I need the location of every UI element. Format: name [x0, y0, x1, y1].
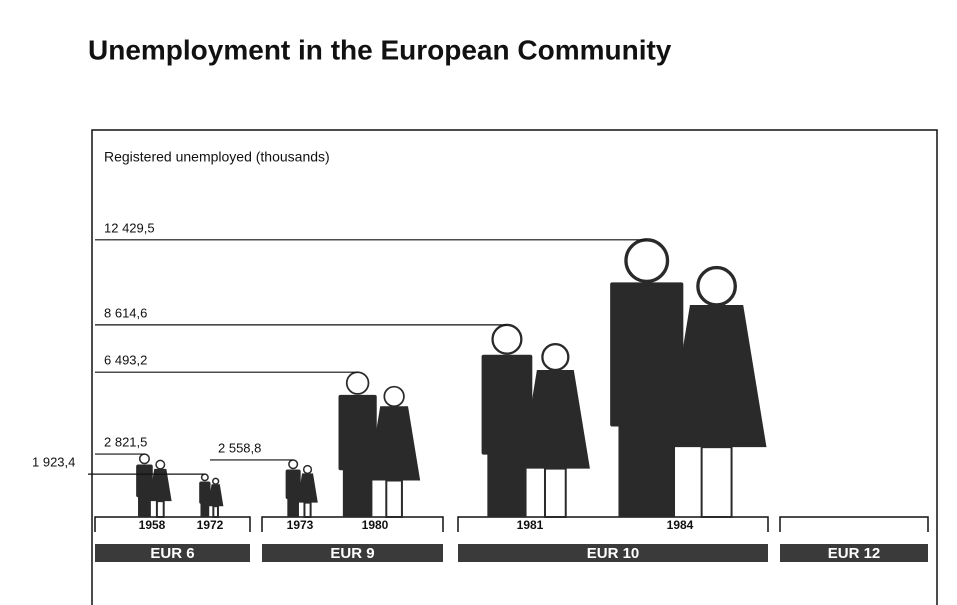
group-label: EUR 12 [828, 545, 881, 562]
figure-pair [136, 454, 171, 517]
group-label: EUR 9 [330, 545, 374, 562]
year-bracket [95, 517, 250, 532]
value-label: 12 429,5 [104, 220, 155, 235]
figure-pair [610, 240, 766, 517]
woman-legs [545, 469, 566, 517]
chart: Unemployment in the European Community R… [0, 0, 957, 605]
man-head [289, 460, 298, 469]
man-head [347, 372, 369, 394]
man-torso [482, 355, 533, 455]
man-head [626, 240, 668, 282]
man-torso [339, 395, 377, 470]
year-label: 1984 [667, 518, 694, 532]
group-label: EUR 10 [587, 545, 640, 562]
figure-pair [286, 460, 318, 517]
man-head [140, 454, 149, 463]
value-label: 1 923,4 [32, 455, 75, 470]
value-label: 2 821,5 [104, 435, 147, 450]
woman-legs [213, 506, 218, 517]
figure-pair [482, 325, 590, 517]
year-label: 1981 [517, 518, 544, 532]
group-label: EUR 6 [150, 545, 194, 562]
man-head [202, 474, 208, 480]
woman-head [156, 460, 164, 468]
woman-head [213, 478, 219, 484]
woman-head [542, 344, 568, 370]
woman-head [384, 387, 404, 407]
year-label: 1973 [287, 518, 314, 532]
value-label: 8 614,6 [104, 305, 147, 320]
woman-legs [157, 501, 164, 517]
subtitle: Registered unemployed (thousands) [104, 149, 330, 165]
man-head [493, 325, 522, 354]
value-label: 2 558,8 [218, 440, 261, 455]
year-bracket [458, 517, 768, 532]
man-torso [199, 482, 210, 504]
year-label: 1958 [139, 518, 166, 532]
figure-pair [199, 474, 223, 517]
woman-head [698, 268, 735, 305]
woman-head [304, 466, 312, 474]
woman-legs [304, 503, 310, 517]
year-bracket [780, 517, 928, 532]
woman-legs [702, 447, 732, 517]
year-label: 1972 [197, 518, 224, 532]
man-torso [286, 469, 301, 499]
chart-title: Unemployment in the European Community [88, 34, 672, 65]
figure-pair [339, 372, 421, 517]
man-torso [610, 282, 683, 426]
value-label: 6 493,2 [104, 353, 147, 368]
woman-legs [386, 481, 402, 517]
year-label: 1980 [362, 518, 389, 532]
man-torso [136, 465, 153, 498]
